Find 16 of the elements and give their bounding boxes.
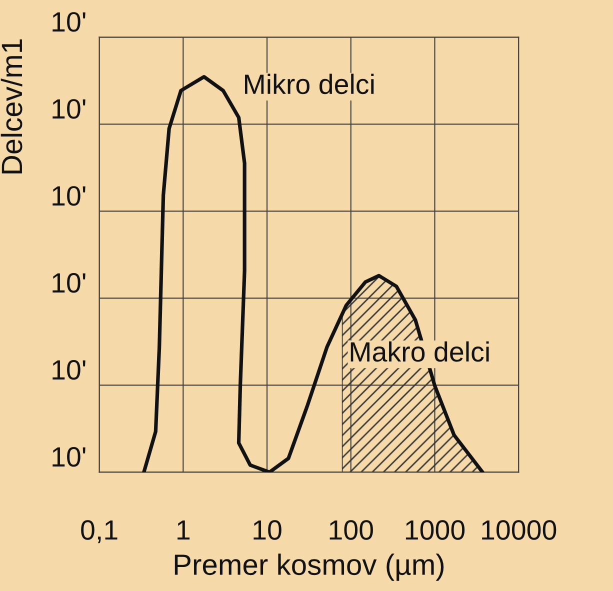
x-tick-label: 10000 bbox=[482, 520, 556, 540]
text: 10' bbox=[52, 360, 86, 380]
text: 10' bbox=[52, 99, 86, 119]
series-label: Mikro delci bbox=[245, 74, 374, 94]
series-label: Makro delci bbox=[350, 341, 489, 362]
text: 10' bbox=[52, 273, 86, 293]
x-tick-label: 1000 bbox=[406, 520, 465, 540]
text: 10' bbox=[52, 447, 86, 467]
text: 10' bbox=[52, 186, 86, 206]
y-axis-title: Delcev/m1 bbox=[0, 39, 22, 174]
x-tick-label: 1 bbox=[178, 520, 190, 540]
x-tick-label: 10 bbox=[254, 520, 282, 540]
x-tick-label: 100 bbox=[330, 520, 373, 540]
text: 10' bbox=[52, 12, 86, 32]
x-axis-title: Premer kosmov (µm) bbox=[174, 554, 444, 581]
x-tick-label: 0,1 bbox=[81, 520, 118, 544]
